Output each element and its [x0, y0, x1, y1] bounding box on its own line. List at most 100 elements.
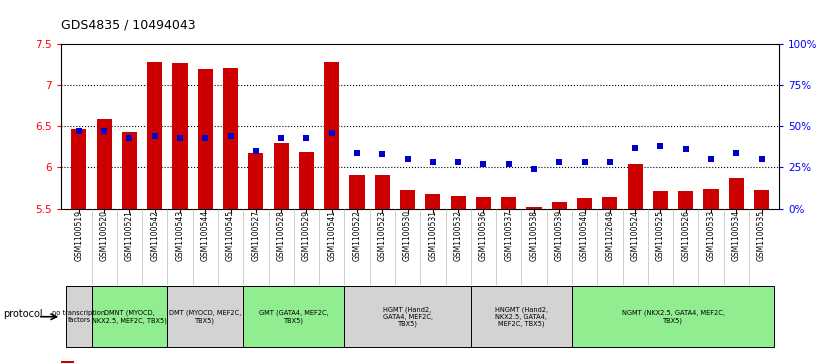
Point — [376, 151, 389, 157]
Bar — [299, 152, 314, 209]
Bar — [628, 164, 643, 209]
Point — [149, 133, 162, 139]
Bar — [425, 194, 441, 209]
Text: GSM1100524: GSM1100524 — [631, 210, 640, 261]
Point — [73, 128, 86, 134]
Bar — [344, 286, 471, 347]
Text: HNGMT (Hand2,
NKX2.5, GATA4,
MEF2C, TBX5): HNGMT (Hand2, NKX2.5, GATA4, MEF2C, TBX5… — [494, 306, 548, 327]
Text: GSM1100531: GSM1100531 — [428, 210, 437, 261]
Text: no transcription
factors: no transcription factors — [52, 310, 105, 323]
Point — [603, 160, 616, 166]
Point — [326, 130, 339, 136]
Text: GSM1100536: GSM1100536 — [479, 210, 488, 261]
Point — [224, 133, 237, 139]
Bar — [450, 196, 466, 209]
Point — [451, 160, 464, 166]
Point — [704, 156, 717, 162]
Text: GSM1100526: GSM1100526 — [681, 210, 690, 261]
Bar — [501, 197, 517, 209]
Bar — [754, 190, 769, 209]
Point — [300, 135, 313, 140]
Text: GDS4835 / 10494043: GDS4835 / 10494043 — [61, 18, 196, 31]
Text: GSM1100539: GSM1100539 — [555, 210, 564, 261]
Text: GSM1100522: GSM1100522 — [353, 210, 361, 261]
Text: GSM1100534: GSM1100534 — [732, 210, 741, 261]
Text: GSM1100535: GSM1100535 — [757, 210, 766, 261]
Bar — [552, 202, 567, 209]
Text: GSM1100541: GSM1100541 — [327, 210, 336, 261]
Text: GSM1100542: GSM1100542 — [150, 210, 159, 261]
Text: protocol: protocol — [3, 309, 42, 319]
Text: GSM1100545: GSM1100545 — [226, 210, 235, 261]
Bar — [273, 143, 289, 209]
Point — [98, 128, 111, 134]
Bar — [66, 286, 91, 347]
Point — [250, 148, 263, 154]
Text: NGMT (NKX2.5, GATA4, MEF2C,
TBX5): NGMT (NKX2.5, GATA4, MEF2C, TBX5) — [622, 310, 725, 324]
Bar — [572, 286, 774, 347]
Point — [123, 135, 136, 140]
Bar — [526, 207, 542, 209]
Text: GSM1100544: GSM1100544 — [201, 210, 210, 261]
Text: GSM1100523: GSM1100523 — [378, 210, 387, 261]
Text: DMT (MYOCD, MEF2C,
TBX5): DMT (MYOCD, MEF2C, TBX5) — [169, 310, 242, 324]
Point — [730, 150, 743, 155]
Bar — [147, 62, 162, 209]
Bar — [476, 197, 491, 209]
Bar — [248, 154, 264, 209]
Point — [477, 161, 490, 167]
Text: GSM1100519: GSM1100519 — [74, 210, 83, 261]
Bar — [349, 175, 365, 209]
Bar — [61, 361, 74, 363]
Text: GMT (GATA4, MEF2C,
TBX5): GMT (GATA4, MEF2C, TBX5) — [259, 310, 329, 324]
Text: GSM1100525: GSM1100525 — [656, 210, 665, 261]
Point — [679, 146, 692, 152]
Bar — [243, 286, 344, 347]
Text: GSM1100520: GSM1100520 — [100, 210, 109, 261]
Point — [502, 161, 515, 167]
Text: GSM1100528: GSM1100528 — [277, 210, 286, 261]
Point — [527, 166, 540, 172]
Text: GSM1100533: GSM1100533 — [707, 210, 716, 261]
Bar — [223, 68, 238, 209]
Point — [755, 156, 768, 162]
Point — [426, 160, 439, 166]
Bar — [172, 62, 188, 209]
Bar — [577, 198, 592, 209]
Bar — [91, 286, 167, 347]
Bar — [375, 175, 390, 209]
Text: GSM1100538: GSM1100538 — [530, 210, 539, 261]
Text: DMNT (MYOCD,
NKX2.5, MEF2C, TBX5): DMNT (MYOCD, NKX2.5, MEF2C, TBX5) — [92, 310, 167, 324]
Point — [628, 145, 641, 151]
Bar — [71, 129, 86, 209]
Bar — [703, 189, 719, 209]
Point — [578, 160, 591, 166]
Point — [174, 135, 187, 140]
Bar — [678, 191, 694, 209]
Bar — [197, 69, 213, 209]
Bar — [167, 286, 243, 347]
Bar — [653, 191, 668, 209]
Point — [351, 150, 364, 155]
Text: GSM1100527: GSM1100527 — [251, 210, 260, 261]
Text: HGMT (Hand2,
GATA4, MEF2C,
TBX5): HGMT (Hand2, GATA4, MEF2C, TBX5) — [383, 306, 432, 327]
Text: GSM1100537: GSM1100537 — [504, 210, 513, 261]
Point — [199, 135, 212, 140]
Bar — [324, 62, 339, 209]
Bar — [122, 132, 137, 209]
Point — [275, 135, 288, 140]
Text: GSM1100543: GSM1100543 — [175, 210, 184, 261]
Bar — [96, 119, 112, 209]
Point — [654, 143, 667, 149]
Bar — [471, 286, 572, 347]
Text: GSM1102649: GSM1102649 — [605, 210, 614, 261]
Bar — [400, 190, 415, 209]
Point — [552, 160, 565, 166]
Text: GSM1100540: GSM1100540 — [580, 210, 589, 261]
Point — [401, 156, 415, 162]
Bar — [602, 197, 618, 209]
Text: GSM1100529: GSM1100529 — [302, 210, 311, 261]
Text: GSM1100530: GSM1100530 — [403, 210, 412, 261]
Text: GSM1100521: GSM1100521 — [125, 210, 134, 261]
Text: GSM1100532: GSM1100532 — [454, 210, 463, 261]
